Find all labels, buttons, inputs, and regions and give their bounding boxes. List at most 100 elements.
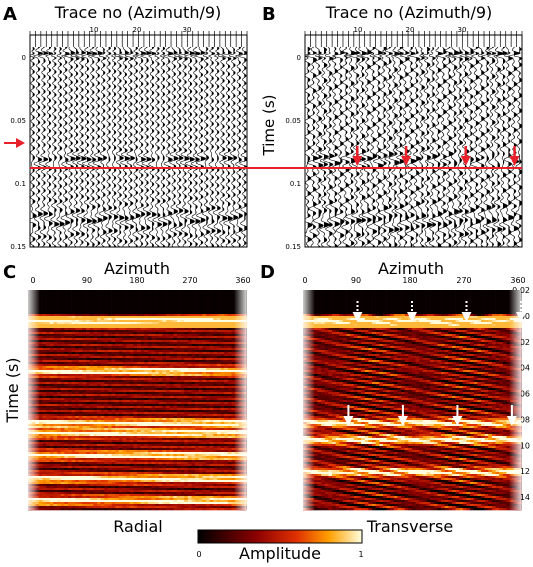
panel-c-heatmap-cell <box>206 310 210 313</box>
panel-c-heatmap-cell <box>198 352 203 355</box>
panel-c-heatmap-cell <box>158 300 163 303</box>
panel-c-heatmap-cell <box>137 322 141 325</box>
panel-c-heatmap-cell <box>60 350 65 353</box>
panel-c-heatmap-cell <box>118 306 123 309</box>
panel-c-heatmap-cell <box>71 310 76 313</box>
panel-c-heatmap-cell <box>71 326 76 329</box>
panel-c-heatmap-cell <box>126 332 131 335</box>
panel-c-heatmap-cell <box>129 308 134 311</box>
panel-c-heatmap-cell <box>46 336 51 339</box>
panel-c-heatmap-cell <box>38 296 43 299</box>
panel-c-heatmap-cell <box>93 346 98 349</box>
panel-c-heatmap-cell <box>202 354 207 357</box>
panel-c-heatmap-cell <box>46 350 51 353</box>
panel-c-heatmap-cell <box>187 290 192 293</box>
panel-c-heatmap-cell <box>137 304 141 307</box>
panel-c-heatmap-cell <box>97 340 101 343</box>
panel-c-heatmap-cell <box>111 308 116 311</box>
panel-c-heatmap-cell <box>151 334 156 337</box>
panel-c-heatmap-cell <box>97 312 101 315</box>
panel-c-heatmap-cell <box>151 346 156 349</box>
panel-c-heatmap-cell <box>100 358 105 361</box>
panel-c-heatmap-cell <box>195 340 200 343</box>
panel-c-heatmap-cell <box>111 304 116 307</box>
panel-c-heatmap-cell <box>82 308 87 311</box>
panel-c-heatmap-cell <box>151 344 156 347</box>
panel-c-heatmap-cell <box>191 330 196 333</box>
panel-c-heatmap-cell <box>206 338 210 341</box>
panel-c-heatmap-cell <box>97 306 101 309</box>
panel-c-heatmap-cell <box>64 320 69 323</box>
panel-c-heatmap-cell <box>118 352 123 355</box>
panel-c-heatmap-cell <box>82 346 87 349</box>
panel-b-title: Trace no (Azimuth/9) <box>325 3 493 22</box>
panel-c-heatmap-cell <box>155 312 160 315</box>
panel-a-trace-fill <box>152 47 157 247</box>
panel-c-heatmap-cell <box>78 322 83 325</box>
panel-c-heatmap-cell <box>198 324 203 327</box>
panel-c-heatmap-cell <box>155 328 160 331</box>
panel-c-heatmap-cell <box>97 346 101 349</box>
panel-c-heatmap-cell <box>53 352 58 355</box>
panel-c-heatmap-cell <box>195 302 200 305</box>
panel-c-heatmap-cell <box>155 322 160 325</box>
panel-c-heatmap-cell <box>184 324 189 327</box>
panel-c-heatmap-cell <box>231 290 236 293</box>
panel-c-heatmap-cell <box>89 344 94 347</box>
panel-c-heatmap-cell <box>137 312 141 315</box>
panel-c-heatmap-cell <box>82 336 87 339</box>
panel-c-heatmap-cell <box>198 294 203 297</box>
panel-c-heatmap-cell <box>162 336 167 339</box>
panel-c-heatmap-cell <box>118 356 123 359</box>
panel-b-trace-fill <box>356 47 362 247</box>
panel-c-heatmap-cell <box>89 330 94 333</box>
panel-c-heatmap-cell <box>220 300 225 303</box>
panel-c-heatmap-cell <box>231 312 236 315</box>
panel-c-heatmap-cell <box>133 312 138 315</box>
panel-c-heatmap-cell <box>198 296 203 299</box>
panel-c-heatmap-cell <box>107 338 112 341</box>
panel-b-trace <box>344 46 359 247</box>
panel-c-heatmap-cell <box>216 352 221 355</box>
panel-c-heatmap-cell <box>147 318 152 321</box>
panel-c-heatmap-cell <box>140 310 145 313</box>
panel-c-title: Azimuth <box>104 259 170 278</box>
panel-c-heatmap-cell <box>133 322 138 325</box>
panel-c-heatmap-cell <box>184 308 189 311</box>
panel-c-heatmap-cell <box>184 310 189 313</box>
panel-c-heatmap-cell <box>46 352 51 355</box>
panel-c-heatmap-cell <box>86 358 91 361</box>
panel-c-heatmap-cell <box>89 316 94 319</box>
panel-c-heatmap-cell <box>166 322 170 325</box>
panel-c-heatmap-cell <box>64 338 69 341</box>
panel-c-heatmap-cell <box>173 328 178 331</box>
panel-c-heatmap-cell <box>176 326 181 329</box>
panel-c-heatmap-cell <box>107 316 112 319</box>
panel-c-heatmap-cell <box>75 338 80 341</box>
panel-c-heatmap-cell <box>42 334 47 337</box>
panel-a-red-arrowhead-icon <box>16 138 25 148</box>
panel-c-heatmap-cell <box>155 350 160 353</box>
panel-a-trace <box>104 46 113 247</box>
panel-c-heatmap-cell <box>180 330 185 333</box>
panel-c-heatmap-cell <box>64 322 69 325</box>
panel-c-heatmap-cell <box>111 332 116 335</box>
panel-c-heatmap-cell <box>224 346 229 349</box>
panel-c-heatmap-cell <box>137 302 141 305</box>
panel-c-heatmap-cell <box>111 330 116 333</box>
panel-c-heatmap-cell <box>107 314 112 317</box>
panel-c-heatmap-cell <box>100 304 105 307</box>
panel-c-heatmap-cell <box>82 304 87 307</box>
panel-c-heatmap-cell <box>231 354 236 357</box>
panel-c-heatmap-cell <box>104 340 109 343</box>
panel-c-heatmap-cell <box>155 316 160 319</box>
panel-c-heatmap-cell <box>213 354 218 357</box>
panel-c-heatmap-cell <box>100 296 105 299</box>
panel-c-heatmap-cell <box>202 306 207 309</box>
panel-c-heatmap-cell <box>129 292 134 295</box>
panel-c-heatmap-cell <box>216 306 221 309</box>
panel-c-heatmap-cell <box>118 298 123 301</box>
panel-c-heatmap-cell <box>187 340 192 343</box>
panel-c-heatmap-cell <box>86 320 91 323</box>
